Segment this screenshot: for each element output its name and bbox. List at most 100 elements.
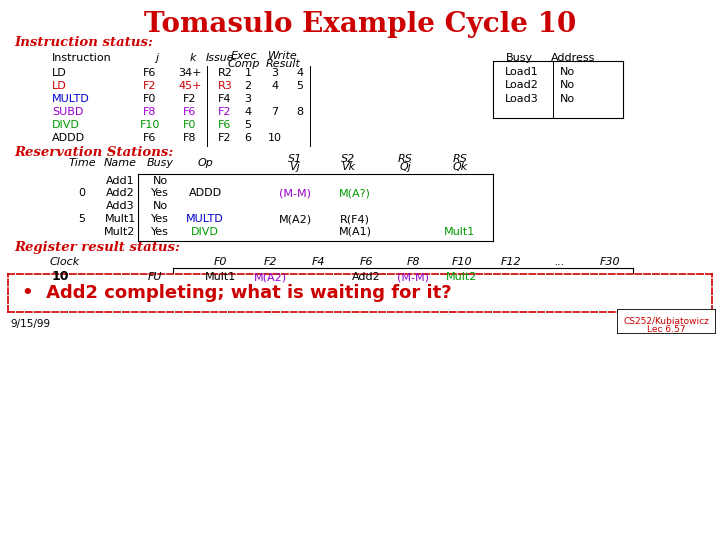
Text: 4: 4 xyxy=(244,107,251,117)
Text: 3: 3 xyxy=(271,68,279,78)
Text: LD: LD xyxy=(52,68,67,78)
Text: Name: Name xyxy=(104,158,137,168)
Text: 4: 4 xyxy=(297,68,304,78)
Text: 0: 0 xyxy=(78,188,86,198)
Text: Issue: Issue xyxy=(206,53,234,63)
Text: 34+: 34+ xyxy=(179,68,202,78)
Text: CS252/Kubiatowicz: CS252/Kubiatowicz xyxy=(623,316,709,326)
Text: ADDD: ADDD xyxy=(52,133,85,143)
Text: Register result status:: Register result status: xyxy=(14,241,180,254)
Text: F6: F6 xyxy=(143,68,157,78)
Text: Instruction status:: Instruction status: xyxy=(14,37,153,50)
Text: Comp: Comp xyxy=(228,59,260,69)
Text: F10: F10 xyxy=(140,120,160,130)
Text: F2: F2 xyxy=(218,107,232,117)
Text: Qk: Qk xyxy=(452,162,467,172)
Text: 8: 8 xyxy=(297,107,304,117)
Text: Busy: Busy xyxy=(505,53,533,63)
Text: Add2: Add2 xyxy=(106,188,135,198)
Text: LD: LD xyxy=(52,81,67,91)
Text: F0: F0 xyxy=(213,257,227,267)
Text: M(A?): M(A?) xyxy=(339,188,371,198)
Text: Add3: Add3 xyxy=(106,201,135,211)
Text: F8: F8 xyxy=(184,133,197,143)
Text: RS: RS xyxy=(453,154,467,164)
Text: 10: 10 xyxy=(51,271,68,284)
Text: ADDD: ADDD xyxy=(189,188,222,198)
Text: R2: R2 xyxy=(217,68,233,78)
Text: R3: R3 xyxy=(217,81,233,91)
Text: F2: F2 xyxy=(143,81,157,91)
Text: 5: 5 xyxy=(78,214,86,224)
Text: Mult2: Mult2 xyxy=(104,227,135,237)
Text: S1: S1 xyxy=(288,154,302,164)
Text: (M-M): (M-M) xyxy=(279,188,311,198)
Text: k: k xyxy=(190,53,197,63)
Text: 3: 3 xyxy=(245,94,251,104)
Text: F6: F6 xyxy=(218,120,232,130)
Text: F10: F10 xyxy=(451,257,472,267)
Text: 7: 7 xyxy=(271,107,279,117)
Text: M(A2): M(A2) xyxy=(253,272,287,282)
Text: Tomasulo Example Cycle 10: Tomasulo Example Cycle 10 xyxy=(144,10,576,37)
Text: No: No xyxy=(560,67,575,77)
Text: SUBD: SUBD xyxy=(52,107,84,117)
Text: Add2: Add2 xyxy=(351,272,380,282)
Text: Yes: Yes xyxy=(151,227,169,237)
Text: 4: 4 xyxy=(271,81,279,91)
Text: Mult1: Mult1 xyxy=(204,272,235,282)
Text: Busy: Busy xyxy=(146,158,174,168)
Text: F0: F0 xyxy=(143,94,157,104)
Text: No: No xyxy=(560,94,575,104)
Text: Result: Result xyxy=(266,59,300,69)
Text: M(A1): M(A1) xyxy=(338,227,372,237)
Text: S2: S2 xyxy=(341,154,355,164)
Text: Yes: Yes xyxy=(151,214,169,224)
Text: M(A2): M(A2) xyxy=(279,214,312,224)
Text: 5: 5 xyxy=(297,81,304,91)
Text: F30: F30 xyxy=(600,257,621,267)
Text: Load1: Load1 xyxy=(505,67,539,77)
Text: F12: F12 xyxy=(500,257,521,267)
Text: 10: 10 xyxy=(268,133,282,143)
Text: F2: F2 xyxy=(264,257,276,267)
Text: Vj: Vj xyxy=(289,162,300,172)
Text: Exec: Exec xyxy=(230,51,257,61)
Text: DIVD: DIVD xyxy=(52,120,80,130)
Text: Load3: Load3 xyxy=(505,94,539,104)
Text: No: No xyxy=(153,201,168,211)
Text: F6: F6 xyxy=(359,257,373,267)
Text: F8: F8 xyxy=(143,107,157,117)
Text: Time: Time xyxy=(68,158,96,168)
Text: Op: Op xyxy=(197,158,213,168)
Text: No: No xyxy=(560,80,575,90)
Text: FU: FU xyxy=(148,272,162,282)
Text: Lec 6.57: Lec 6.57 xyxy=(647,326,685,334)
Text: MULTD: MULTD xyxy=(186,214,224,224)
Text: F4: F4 xyxy=(311,257,325,267)
Text: 2: 2 xyxy=(244,81,251,91)
Text: Mult2: Mult2 xyxy=(446,272,477,282)
Text: DIVD: DIVD xyxy=(191,227,219,237)
Text: Yes: Yes xyxy=(151,188,169,198)
Text: Qj: Qj xyxy=(399,162,411,172)
Text: Mult1: Mult1 xyxy=(444,227,476,237)
Text: 45+: 45+ xyxy=(179,81,202,91)
Text: Load2: Load2 xyxy=(505,80,539,90)
Text: Clock: Clock xyxy=(50,257,80,267)
Text: Write: Write xyxy=(268,51,298,61)
Text: Address: Address xyxy=(551,53,595,63)
Text: F6: F6 xyxy=(184,107,197,117)
Text: Reservation Stations:: Reservation Stations: xyxy=(14,145,174,159)
Text: F2: F2 xyxy=(184,94,197,104)
Text: Add1: Add1 xyxy=(106,176,135,186)
Text: 1: 1 xyxy=(245,68,251,78)
Text: ...: ... xyxy=(554,257,565,267)
Text: 6: 6 xyxy=(245,133,251,143)
Text: j: j xyxy=(156,53,158,63)
Text: R(F4): R(F4) xyxy=(340,214,370,224)
Text: (M-M): (M-M) xyxy=(397,272,429,282)
Text: Mult1: Mult1 xyxy=(104,214,135,224)
Text: 9/15/99: 9/15/99 xyxy=(10,319,50,329)
Text: F0: F0 xyxy=(184,120,197,130)
